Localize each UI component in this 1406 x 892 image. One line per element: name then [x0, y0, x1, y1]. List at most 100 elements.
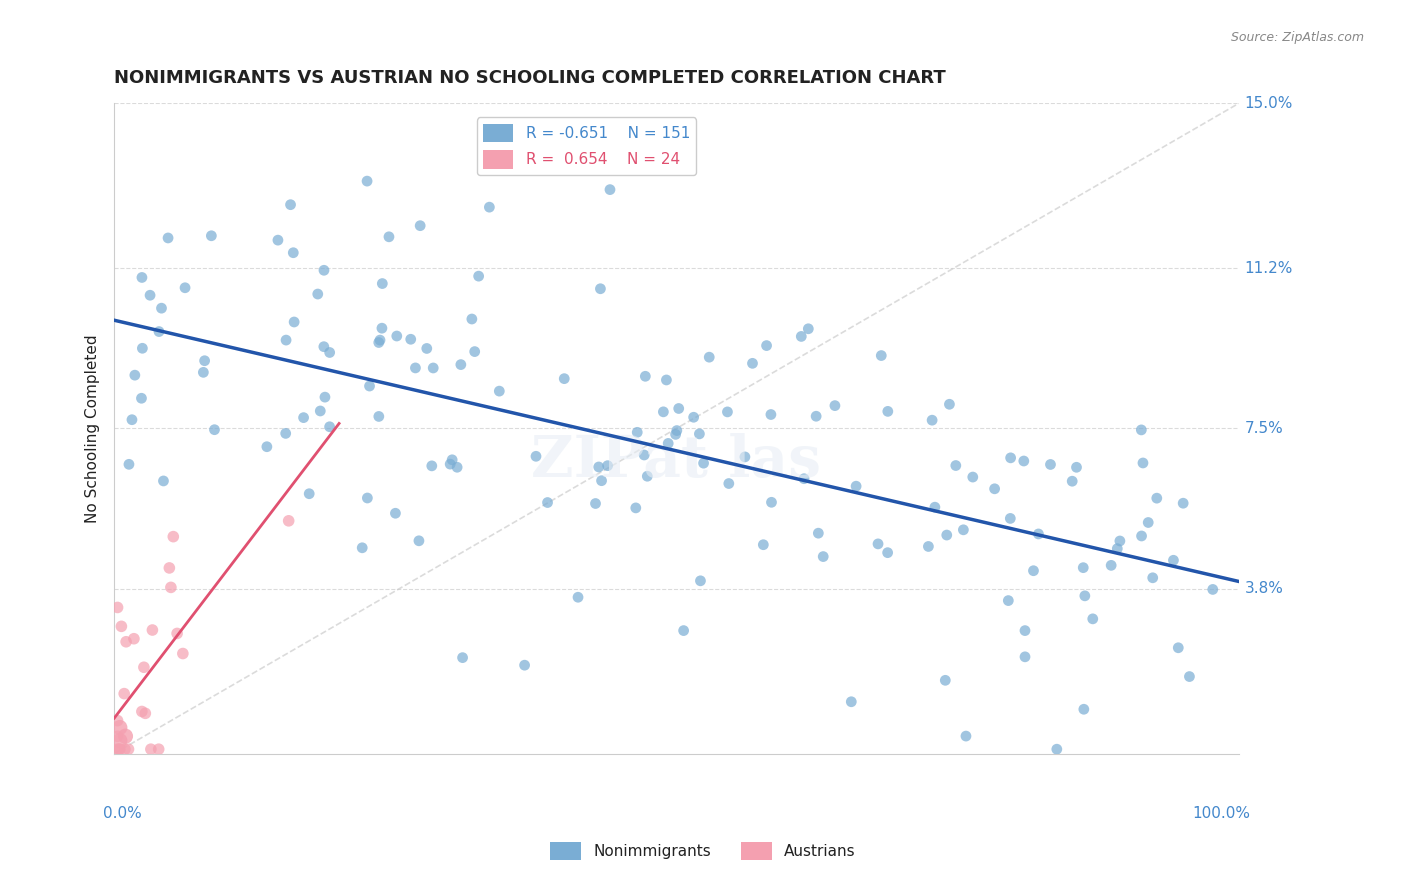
Point [1146, 491, 1168, 505]
Point [157, 231, 180, 245]
Point [1046, 742, 1069, 756]
Point [524, 450, 547, 464]
Point [1074, 589, 1097, 603]
Text: 100.0%: 100.0% [1192, 805, 1250, 821]
Point [274, 333, 297, 347]
Point [589, 282, 612, 296]
Text: NONIMMIGRANTS VS AUSTRIAN NO SCHOOLING COMPLETED CORRELATION CHART: NONIMMIGRANTS VS AUSTRIAN NO SCHOOLING C… [114, 69, 946, 87]
Point [298, 487, 321, 501]
Point [399, 332, 422, 346]
Point [1107, 541, 1129, 556]
Point [283, 315, 305, 329]
Point [292, 410, 315, 425]
Point [318, 419, 340, 434]
Point [668, 401, 690, 416]
Text: 3.8%: 3.8% [1244, 582, 1284, 597]
Point [599, 183, 621, 197]
Point [692, 456, 714, 470]
Point [108, 721, 131, 735]
Point [845, 479, 868, 493]
Point [107, 600, 129, 615]
Point [160, 581, 183, 595]
Point [876, 404, 898, 418]
Point [536, 495, 558, 509]
Point [422, 361, 444, 376]
Point [1028, 527, 1050, 541]
Point [870, 349, 893, 363]
Text: 11.2%: 11.2% [1244, 260, 1292, 276]
Point [174, 281, 197, 295]
Point [672, 624, 695, 638]
Point [917, 540, 939, 554]
Point [416, 342, 439, 356]
Point [588, 460, 610, 475]
Point [488, 384, 510, 398]
Point [409, 219, 432, 233]
Point [152, 474, 174, 488]
Point [1022, 564, 1045, 578]
Point [938, 397, 960, 411]
Point [734, 450, 756, 464]
Point [866, 537, 889, 551]
Point [134, 706, 156, 721]
Point [1039, 458, 1062, 472]
Point [110, 619, 132, 633]
Point [790, 329, 813, 343]
Point [280, 197, 302, 211]
Point [307, 287, 329, 301]
Point [741, 356, 763, 370]
Point [553, 372, 575, 386]
Point [652, 405, 675, 419]
Point [283, 245, 305, 260]
Point [1130, 423, 1153, 437]
Point [752, 538, 775, 552]
Point [378, 229, 401, 244]
Point [131, 391, 153, 405]
Point [107, 729, 129, 743]
Point [1163, 553, 1185, 567]
Point [108, 742, 131, 756]
Point [513, 658, 536, 673]
Point [1099, 558, 1122, 573]
Point [921, 413, 943, 427]
Point [1142, 571, 1164, 585]
Point [162, 530, 184, 544]
Point [1137, 516, 1160, 530]
Point [924, 500, 946, 515]
Point [112, 687, 135, 701]
Point [682, 410, 704, 425]
Point [655, 373, 678, 387]
Point [793, 472, 815, 486]
Point [115, 634, 138, 648]
Point [1167, 640, 1189, 655]
Text: 15.0%: 15.0% [1244, 95, 1292, 111]
Point [952, 523, 974, 537]
Point [464, 344, 486, 359]
Point [945, 458, 967, 473]
Point [697, 350, 720, 364]
Point [420, 458, 443, 473]
Point [807, 526, 830, 541]
Point [385, 329, 408, 343]
Point [107, 742, 129, 756]
Point [813, 549, 835, 564]
Point [274, 426, 297, 441]
Point [122, 632, 145, 646]
Point [451, 650, 474, 665]
Point [204, 423, 226, 437]
Point [1081, 612, 1104, 626]
Point [118, 458, 141, 472]
Point [665, 427, 688, 442]
Point [626, 425, 648, 440]
Point [408, 533, 430, 548]
Point [114, 729, 136, 743]
Point [1000, 450, 1022, 465]
Text: Source: ZipAtlas.com: Source: ZipAtlas.com [1230, 31, 1364, 45]
Point [935, 528, 957, 542]
Point [359, 379, 381, 393]
Point [267, 233, 290, 247]
Point [665, 424, 688, 438]
Point [194, 353, 217, 368]
Point [1132, 456, 1154, 470]
Point [759, 408, 782, 422]
